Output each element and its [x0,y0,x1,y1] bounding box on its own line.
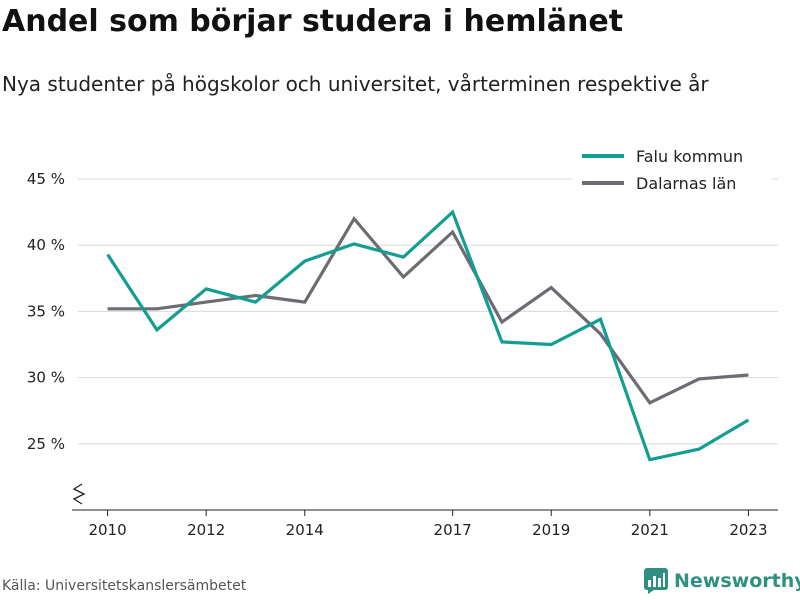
x-tick-label: 2012 [187,521,225,539]
line-chart: 25 % 30 % 35 % 40 % 45 % 2010 2012 2014 2017 2019… [26,143,778,539]
x-tick-label: 2010 [88,521,126,539]
legend-box [572,143,772,195]
x-tick-label: 2017 [434,521,472,539]
legend-label: Falu kommun [636,147,743,166]
x-tick-label: 2023 [729,521,767,539]
x-tick-label: 2019 [532,521,570,539]
y-tick-label: 40 % [27,236,65,254]
y-tick-label: 25 % [27,435,65,453]
y-tick-label: 30 % [27,369,65,387]
brand-logo: Newsworthy [644,568,800,594]
legend-label: Dalarnas län [636,174,736,193]
series-line-falu-kommun [106,209,750,462]
chart-title: Andel som börjar studera i hemlänet [2,4,624,39]
y-tick-label: 35 % [27,302,65,320]
series-line-dalarnas-lan [107,215,749,405]
x-tick-label: 2021 [631,521,669,539]
bar-chart-icon [644,568,668,594]
axis-break-marker [72,483,86,505]
source-note: Källa: Universitetskanslersämbetet [2,578,247,594]
x-tick-label: 2014 [286,521,324,539]
chart-subtitle: Nya studenter på högskolor och universit… [2,72,709,96]
y-tick-label: 45 % [27,170,65,188]
brand-name: Newsworthy [674,570,800,592]
